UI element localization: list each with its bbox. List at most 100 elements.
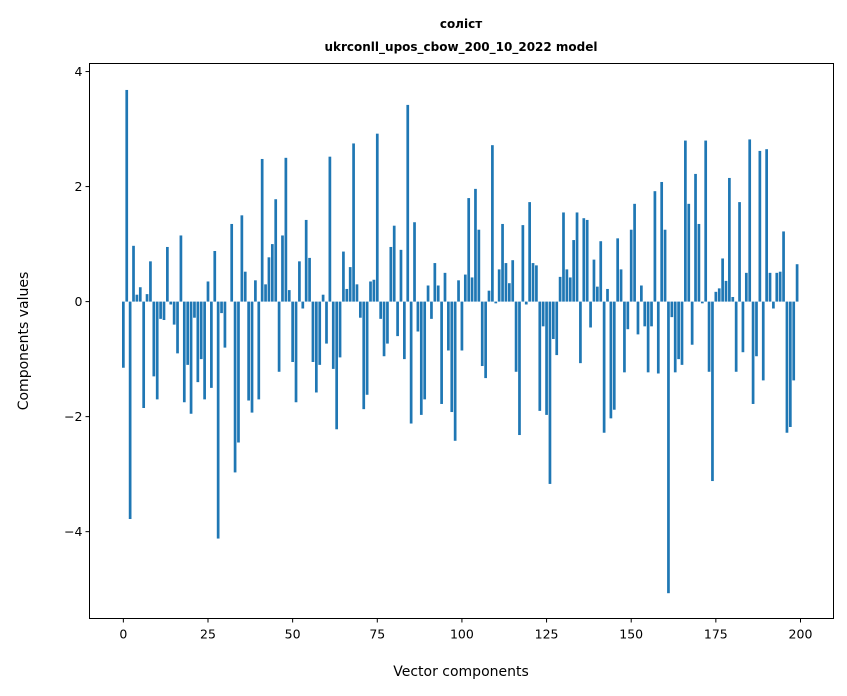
bar-17 bbox=[179, 235, 183, 302]
bar-41 bbox=[260, 158, 264, 302]
bar-0 bbox=[122, 301, 125, 368]
x-tick-label: 150 bbox=[619, 627, 643, 642]
bar-125 bbox=[545, 301, 548, 415]
bar-14 bbox=[169, 301, 173, 305]
bar-162 bbox=[670, 301, 674, 318]
y-tick-label: −4 bbox=[64, 524, 82, 539]
bar-195 bbox=[782, 231, 785, 302]
bar-121 bbox=[531, 263, 535, 302]
x-tick-label: 25 bbox=[200, 627, 216, 642]
bar-59 bbox=[321, 294, 325, 302]
bar-94 bbox=[440, 301, 443, 404]
bar-185 bbox=[748, 139, 752, 302]
bar-16 bbox=[176, 301, 179, 354]
bar-36 bbox=[243, 271, 247, 302]
bar-111 bbox=[497, 269, 501, 302]
bar-118 bbox=[521, 225, 525, 302]
bar-26 bbox=[210, 301, 213, 388]
bar-37 bbox=[247, 301, 250, 401]
bar-30 bbox=[223, 301, 227, 348]
bar-92 bbox=[433, 263, 437, 302]
bar-190 bbox=[765, 149, 768, 302]
bar-193 bbox=[775, 272, 779, 302]
bar-48 bbox=[284, 157, 288, 302]
y-axis-label: Components values bbox=[16, 272, 32, 411]
bar-78 bbox=[386, 301, 389, 344]
bar-35 bbox=[240, 215, 244, 302]
bar-81 bbox=[396, 301, 399, 337]
bar-188 bbox=[758, 150, 762, 302]
bar-120 bbox=[528, 202, 531, 302]
bar-133 bbox=[572, 240, 576, 302]
bar-27 bbox=[213, 250, 217, 302]
x-tick-label: 125 bbox=[535, 627, 559, 642]
bar-76 bbox=[379, 301, 383, 319]
bar-96 bbox=[447, 301, 450, 351]
bar-71 bbox=[362, 301, 366, 410]
bar-12 bbox=[162, 301, 166, 321]
bar-3 bbox=[132, 245, 135, 302]
bar-122 bbox=[535, 265, 538, 302]
bar-53 bbox=[301, 301, 305, 309]
bar-173 bbox=[707, 301, 711, 372]
bar-101 bbox=[463, 274, 467, 302]
bar-113 bbox=[504, 263, 508, 302]
bar-100 bbox=[460, 301, 464, 351]
bar-180 bbox=[731, 297, 735, 302]
bar-68 bbox=[352, 143, 355, 302]
bar-67 bbox=[348, 267, 352, 302]
bar-40 bbox=[257, 301, 261, 400]
bar-194 bbox=[778, 271, 782, 302]
bar-23 bbox=[199, 301, 203, 360]
bar-166 bbox=[684, 140, 687, 302]
bar-4 bbox=[135, 294, 139, 302]
bar-75 bbox=[375, 133, 379, 302]
x-axis: 0 25 50 75 100 125 150 175 200 bbox=[119, 618, 813, 642]
bar-10 bbox=[155, 301, 159, 400]
bar-128 bbox=[555, 301, 559, 356]
bar-119 bbox=[524, 301, 528, 305]
bar-64 bbox=[338, 301, 342, 358]
bar-34 bbox=[237, 301, 240, 443]
bar-42 bbox=[264, 284, 267, 302]
bar-107 bbox=[484, 301, 487, 379]
bar-97 bbox=[450, 301, 454, 413]
bar-146 bbox=[616, 238, 620, 302]
bar-165 bbox=[680, 301, 684, 365]
bar-117 bbox=[518, 301, 521, 436]
bar-28 bbox=[216, 301, 220, 539]
bar-85 bbox=[409, 301, 413, 424]
bar-51 bbox=[294, 301, 298, 403]
bar-74 bbox=[372, 279, 376, 302]
bar-93 bbox=[436, 285, 440, 302]
bar-55 bbox=[308, 257, 311, 302]
bar-160 bbox=[663, 229, 667, 302]
bar-157 bbox=[653, 191, 657, 302]
x-tick-label: 100 bbox=[450, 627, 474, 642]
bar-18 bbox=[182, 301, 186, 403]
x-tick-label: 200 bbox=[789, 627, 813, 642]
bar-89 bbox=[423, 301, 427, 400]
bar-61 bbox=[328, 156, 332, 302]
bar-6 bbox=[142, 301, 146, 409]
bar-20 bbox=[189, 301, 193, 414]
bar-22 bbox=[196, 301, 200, 383]
bar-129 bbox=[558, 276, 562, 302]
bar-182 bbox=[738, 202, 741, 302]
bar-147 bbox=[619, 269, 623, 302]
bar-86 bbox=[413, 222, 416, 302]
bar-189 bbox=[761, 301, 765, 381]
bar-84 bbox=[406, 104, 410, 302]
y-tick-label: 4 bbox=[75, 64, 83, 79]
bar-183 bbox=[741, 301, 745, 353]
bar-151 bbox=[633, 203, 636, 302]
bar-95 bbox=[443, 272, 447, 302]
bar-152 bbox=[636, 301, 640, 335]
bar-19 bbox=[186, 301, 190, 365]
x-tick-label: 75 bbox=[369, 627, 385, 642]
bar-9 bbox=[152, 301, 156, 377]
bar-104 bbox=[474, 188, 477, 302]
bar-11 bbox=[159, 301, 162, 319]
bars-group bbox=[122, 89, 799, 594]
